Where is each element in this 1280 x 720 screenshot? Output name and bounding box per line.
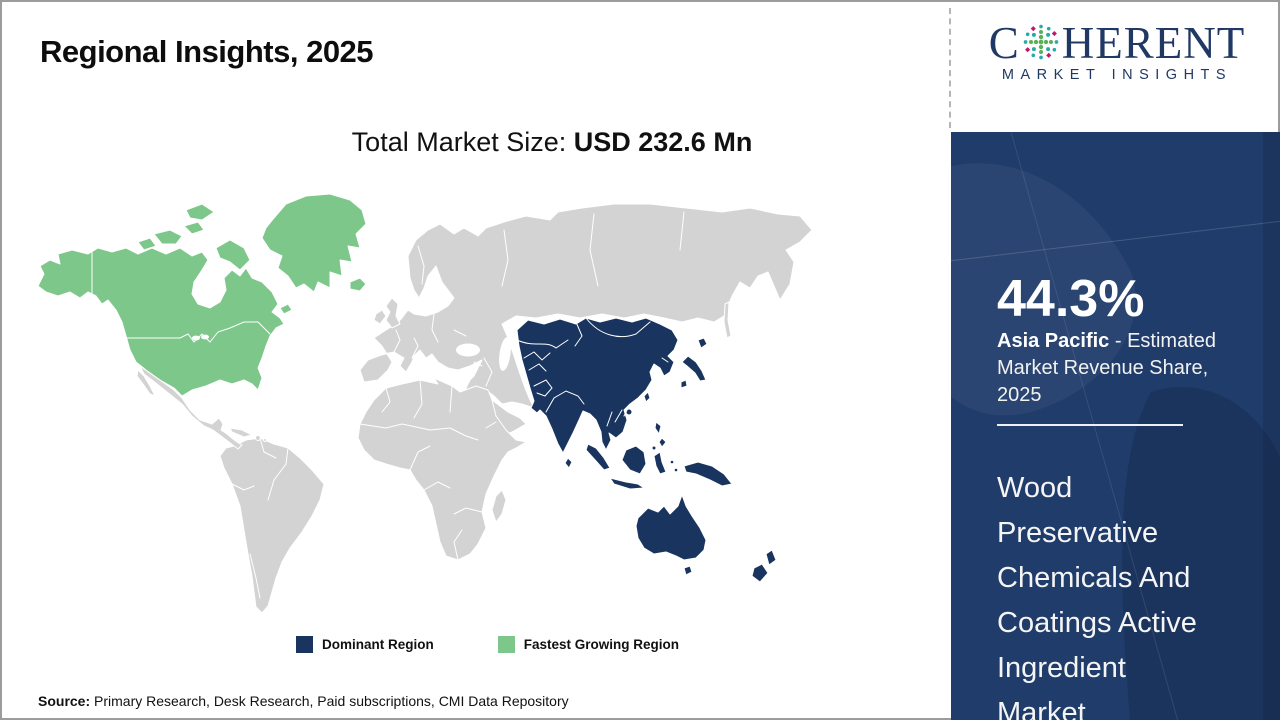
land-iceland — [349, 277, 367, 292]
land-africa — [357, 377, 527, 561]
country-borders-asia-pacific — [516, 317, 669, 437]
land-britain — [385, 297, 401, 329]
land-java — [609, 477, 645, 490]
map-legend: Dominant Region Fastest Growing Region — [296, 636, 679, 653]
region-dominant-asia-pacific — [516, 317, 777, 583]
land-sulawesi — [653, 451, 667, 475]
market-share-description: Asia Pacific - Estimated Market Revenue … — [997, 328, 1237, 409]
land-philippines-island — [651, 445, 657, 451]
land-eurasia — [359, 203, 813, 439]
country-borders-gray — [231, 211, 685, 599]
land-sumatra — [585, 443, 611, 471]
panel-divider-rule — [997, 423, 1183, 426]
land-baja — [136, 369, 156, 397]
panel-content: 44.3% Asia Pacific - Estimated Market Re… — [951, 272, 1280, 720]
land-moluccas — [669, 459, 675, 465]
land-borneo — [621, 445, 647, 475]
total-market-size-value: USD 232.6 Mn — [573, 127, 753, 157]
total-market-size: Total Market Size: USD 232.6 Mn — [152, 127, 952, 158]
world-map — [34, 190, 822, 626]
world-map-svg — [37, 193, 813, 614]
brand-letters-herent: HERENT — [1061, 18, 1246, 68]
land-ellesmere-island — [185, 203, 215, 221]
land-philippines — [654, 421, 662, 435]
brand-wordmark: C — [954, 20, 1280, 66]
brand-logo: C — [954, 20, 1280, 83]
country-borders-north-america — [91, 251, 271, 343]
land-madagascar — [491, 489, 507, 523]
panel-map-texture — [951, 132, 1280, 720]
land-australia — [635, 494, 707, 561]
land-puerto-rico — [263, 438, 267, 442]
land-japan-hokkaido — [697, 337, 708, 349]
fastest-growing-region-label: Fastest Growing Region — [523, 637, 680, 652]
land-new-guinea — [683, 461, 733, 487]
land-sri-lanka — [564, 457, 573, 469]
globe-dots-icon — [1021, 22, 1061, 62]
land-ireland — [373, 309, 387, 325]
land-newfoundland — [279, 303, 293, 315]
fastest-growing-region-swatch — [497, 636, 515, 653]
land-japan-kyushu — [680, 379, 688, 389]
source-label: Source: — [38, 693, 91, 709]
legend-item-dominant: Dominant Region — [296, 636, 434, 653]
land-tasmania — [683, 565, 693, 576]
brand-tagline: MARKET INSIGHTS — [1001, 67, 1233, 83]
dashed-divider — [949, 8, 951, 128]
usa-canada-border — [123, 321, 271, 343]
land-arctic-island — [137, 237, 157, 251]
land-new-zealand-south — [751, 563, 769, 583]
land-asia-pacific-mainland — [516, 317, 679, 454]
land-baffin-island — [215, 239, 251, 271]
legend-item-fastest-growing: Fastest Growing Region — [497, 636, 680, 653]
source-text: Primary Research, Desk Research, Paid su… — [90, 693, 569, 709]
land-greenland — [261, 193, 367, 293]
great-lakes — [192, 335, 200, 341]
land-moluccas-south — [673, 467, 679, 473]
dominant-region-label: Dominant Region — [322, 637, 434, 652]
dominant-region-swatch — [296, 636, 313, 653]
land-philippines-south — [658, 437, 667, 448]
land-north-america-mainland — [37, 247, 285, 397]
land-taiwan — [643, 391, 651, 403]
black-sea — [456, 343, 480, 357]
land-cuba — [229, 427, 253, 438]
source-note: Source: Primary Research, Desk Research,… — [38, 693, 569, 709]
market-share-region: Asia Pacific — [997, 329, 1110, 352]
market-name: Wood Preservative Chemicals And Coatings… — [997, 471, 1197, 720]
land-south-america — [219, 437, 325, 614]
page-title: Regional Insights, 2025 — [40, 34, 374, 69]
land-new-zealand-north — [765, 549, 777, 566]
land-devon-island — [183, 221, 205, 235]
land-sakhalin — [723, 301, 732, 339]
total-market-size-label: Total Market Size: — [351, 127, 574, 157]
market-share-value: 44.3% — [997, 270, 1145, 328]
land-victoria-island — [153, 229, 183, 245]
land-mexico-central-america — [139, 365, 243, 450]
caspian-sea — [499, 337, 511, 371]
region-fastest-growing-north-america — [37, 193, 367, 397]
land-japan-honshu — [681, 355, 707, 382]
market-share-desc-text: - Estimated Market Revenue Share, 2025 — [997, 329, 1216, 406]
brand-letter-c: C — [988, 18, 1020, 68]
key-stats-panel: 44.3% Asia Pacific - Estimated Market Re… — [951, 132, 1280, 720]
region-other-gray — [136, 203, 813, 614]
